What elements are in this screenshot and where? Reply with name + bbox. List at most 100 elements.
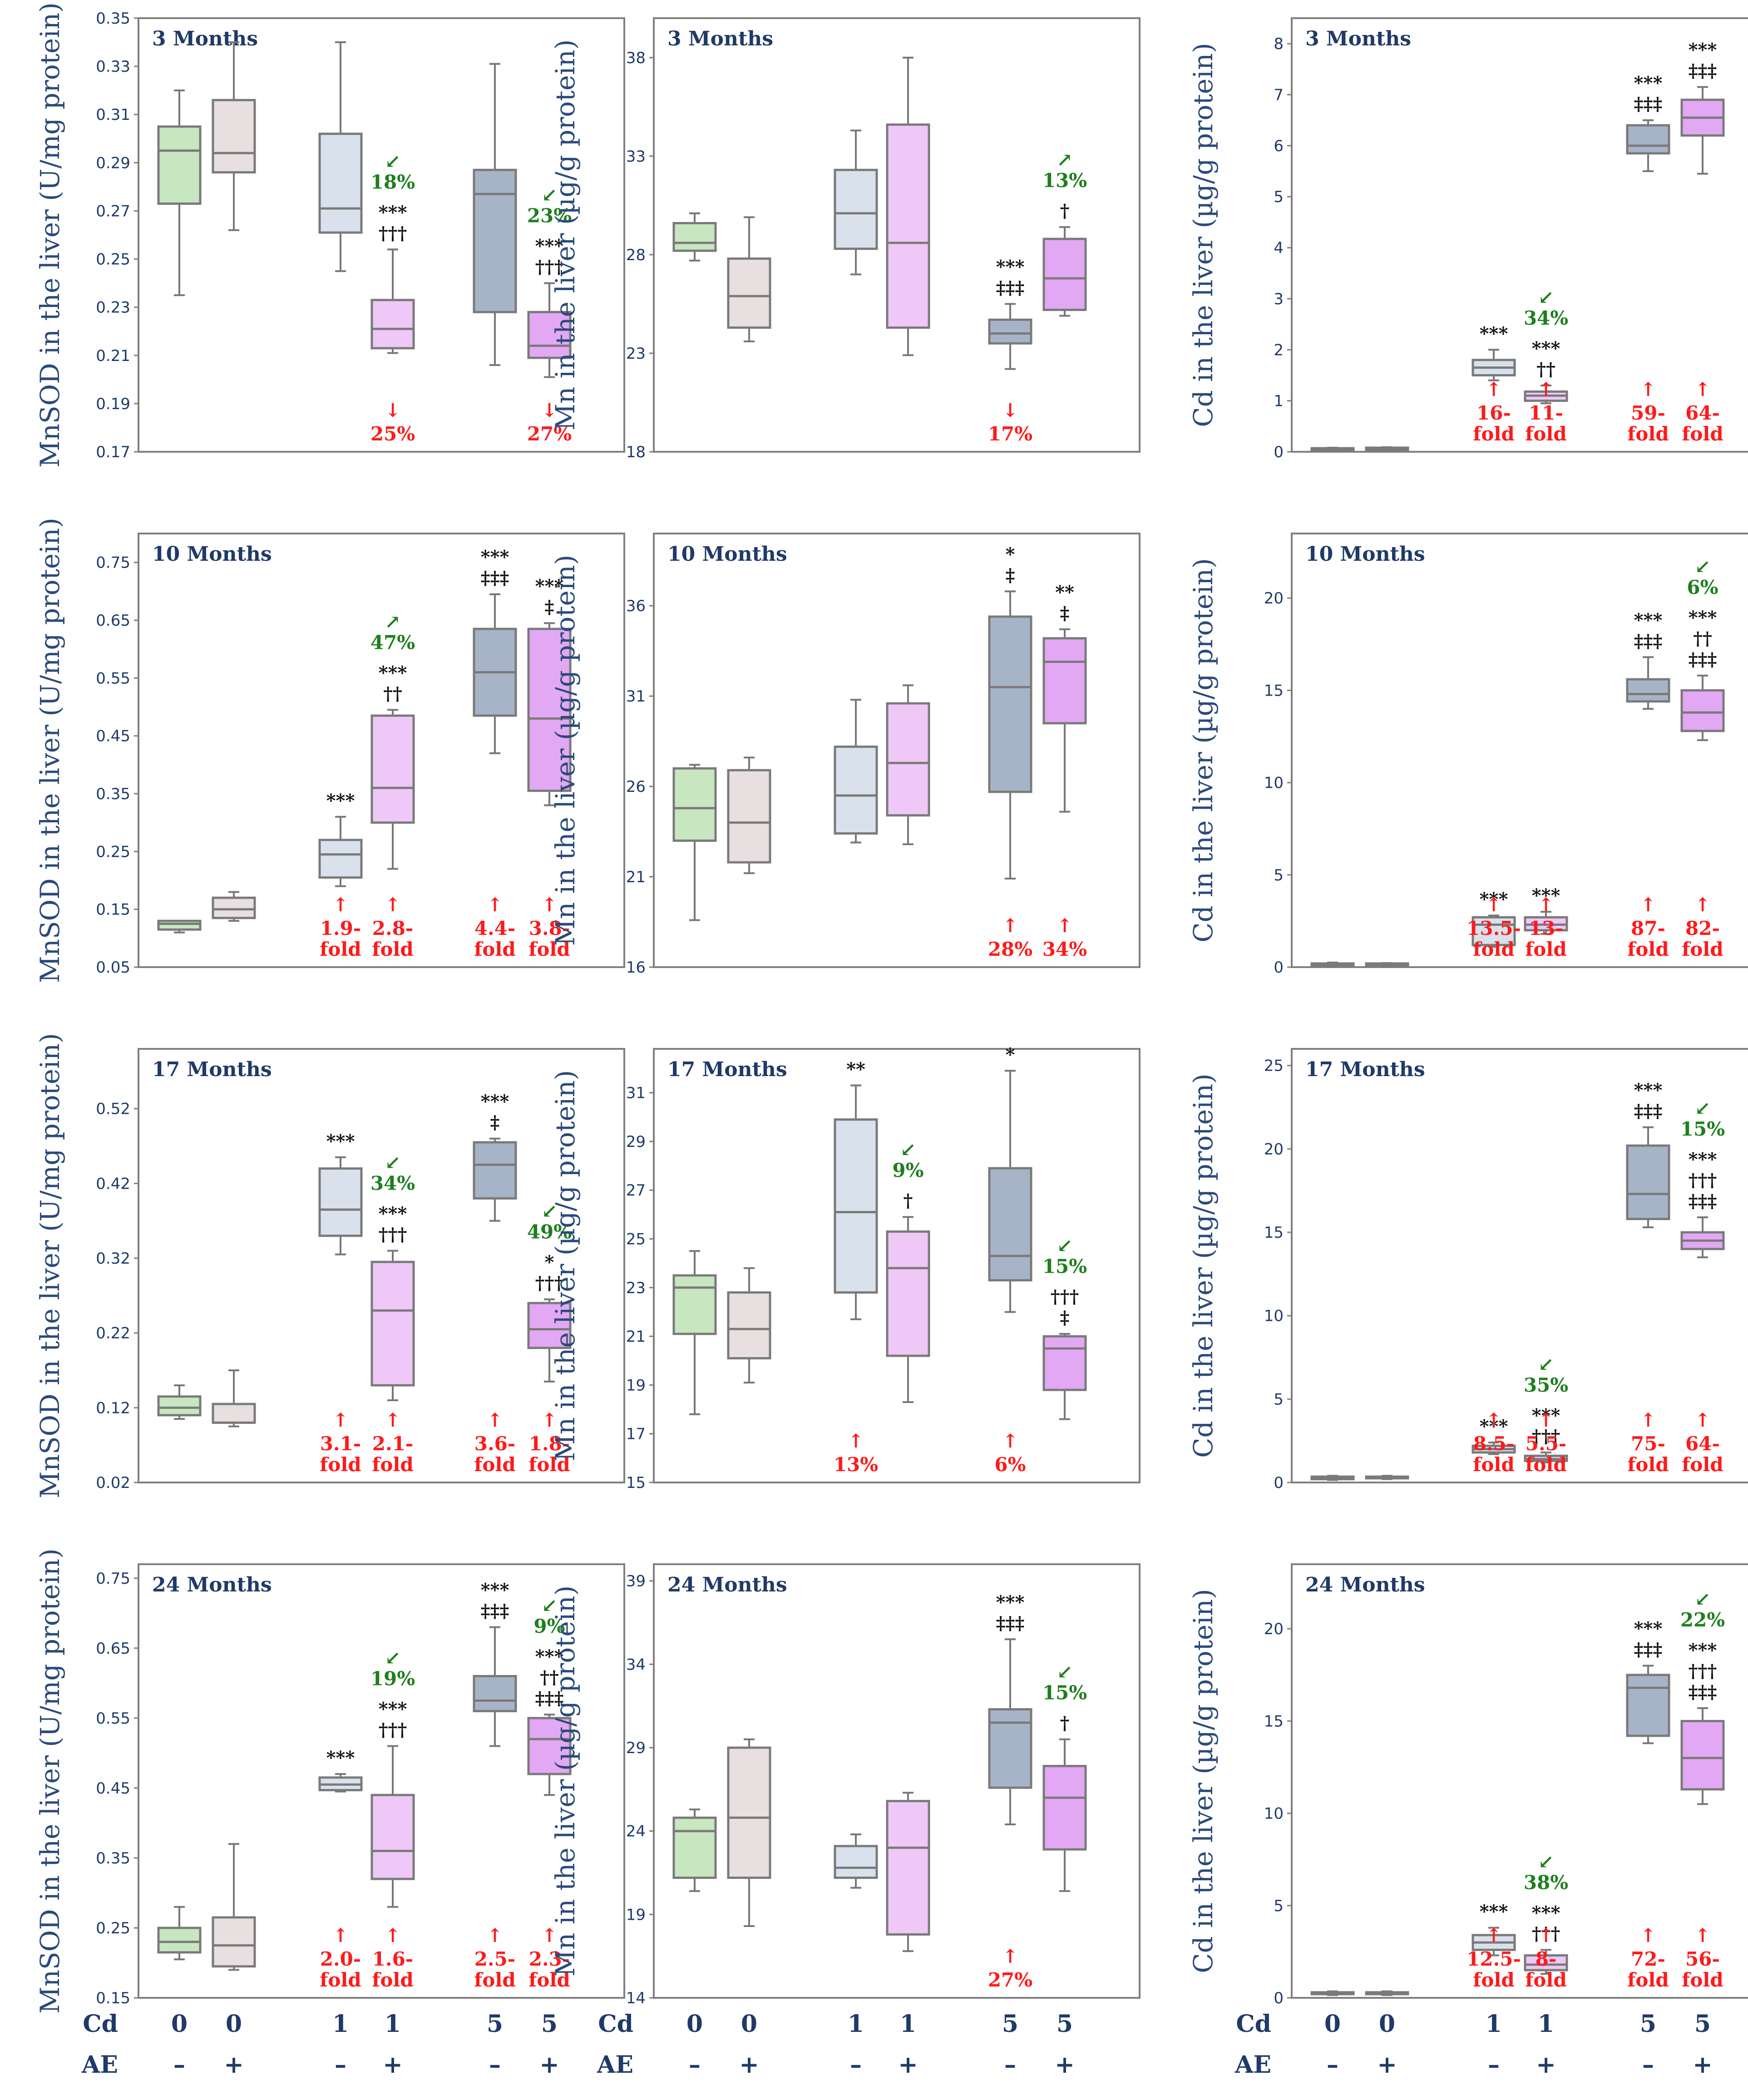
box-iqr <box>834 1118 878 1294</box>
red-arrow-icon: ↑ <box>487 1409 503 1431</box>
box-cd1ae <box>886 56 930 356</box>
y-axis-label: Mn in the liver (µg/g protein) <box>550 555 581 946</box>
green-arrow-icon: ↙ <box>1694 1097 1710 1119</box>
significance-mark: *** <box>535 575 564 597</box>
percent-change-green: 23% <box>527 205 572 227</box>
green-arrow-icon: ↙ <box>1694 555 1710 578</box>
y-tick-label: 15 <box>626 1474 646 1492</box>
red-arrow-icon: ↓ <box>1002 399 1018 421</box>
percent-change-green: 49% <box>527 1221 572 1243</box>
y-tick-label: 4 <box>1274 239 1284 257</box>
significance-mark: *** <box>1532 1902 1560 1923</box>
box-iqr <box>1042 237 1087 311</box>
y-tick-label: 14 <box>626 1989 646 2007</box>
cd-axis-label: Cd <box>83 2010 118 2038</box>
significance-mark: *** <box>481 547 509 568</box>
fold-change-red: 27% <box>988 1969 1032 1991</box>
significance-mark: *** <box>1689 1149 1717 1170</box>
y-axis-label: Cd in the liver (µg/g protein) <box>1188 1589 1219 1973</box>
red-arrow-icon: ↑ <box>1640 1409 1656 1431</box>
significance-mark: † <box>904 1190 913 1211</box>
plot-frame <box>1291 1563 1748 1999</box>
green-arrow-icon: ↙ <box>1538 1353 1554 1375</box>
y-tick-label: 20 <box>1264 1140 1284 1158</box>
y-tick-label: 21 <box>626 868 646 886</box>
significance-mark: *** <box>481 1091 509 1112</box>
box-iqr <box>988 615 1032 793</box>
fold-change-red: fold <box>1525 1453 1566 1476</box>
significance-mark: ‡‡‡ <box>535 1688 564 1709</box>
green-arrow-icon: ↙ <box>1538 1850 1554 1873</box>
red-arrow-icon: ↓ <box>385 399 400 421</box>
percent-change-green: 34% <box>370 1172 415 1195</box>
fold-change-red: 16- <box>1476 402 1511 424</box>
y-tick-label: 0.22 <box>96 1324 130 1343</box>
y-tick-label: 26 <box>626 778 646 796</box>
box-cd5ae <box>1042 628 1087 813</box>
box-iqr <box>370 299 415 350</box>
y-tick-label: 0.25 <box>96 843 130 861</box>
percent-change-green: 34% <box>1524 307 1568 329</box>
fold-change-red: 27% <box>527 423 572 445</box>
ae-status-label: – <box>489 2051 501 2079</box>
box-cd5 <box>988 1070 1032 1313</box>
y-tick-label: 0.25 <box>96 1919 130 1937</box>
significance-mark: ‡ <box>1060 1307 1070 1329</box>
y-tick-label: 28 <box>626 246 646 264</box>
y-tick-label: 16 <box>626 959 646 977</box>
ae-status-label: – <box>335 2051 346 2079</box>
box-cd1ae <box>886 1792 930 1952</box>
cd-dose-label: 5 <box>487 2010 503 2038</box>
red-arrow-icon: ↓ <box>541 399 557 421</box>
box-iqr <box>1524 1954 1568 1972</box>
fold-change-red: fold <box>372 1969 413 1991</box>
red-arrow-icon: ↑ <box>1538 1924 1554 1947</box>
y-tick-label: 6 <box>1274 137 1284 155</box>
box-iqr <box>212 1916 256 1968</box>
red-arrow-icon: ↑ <box>1694 378 1710 400</box>
red-arrow-icon: ↑ <box>541 894 557 916</box>
red-arrow-icon: ↑ <box>1640 894 1656 916</box>
red-arrow-icon: ↑ <box>487 894 503 916</box>
ae-status-label: + <box>1693 2051 1713 2079</box>
box-cd5 <box>988 303 1032 370</box>
significance-mark: †† <box>1693 628 1712 649</box>
red-arrow-icon: ↑ <box>1486 1409 1501 1431</box>
y-tick-label: 25 <box>1264 1057 1284 1075</box>
y-axis-label: Cd in the liver (µg/g protein) <box>1188 1073 1219 1458</box>
y-tick-label: 0.45 <box>96 1779 130 1798</box>
significance-mark: ††† <box>379 1719 407 1740</box>
box-iqr <box>157 125 202 205</box>
box-iqr <box>1626 124 1670 155</box>
y-tick-label: 0.19 <box>96 395 130 413</box>
significance-mark: *** <box>1634 73 1663 94</box>
y-tick-label: 0.45 <box>96 727 130 746</box>
significance-mark: ‡ <box>490 1112 500 1133</box>
box-cd1 <box>1471 349 1516 381</box>
box-cd1ae <box>886 1216 930 1403</box>
fold-change-red: 3.8- <box>529 917 570 939</box>
box-iqr <box>988 1167 1032 1282</box>
box-iqr <box>1680 1720 1725 1791</box>
panel-title: 17 Months <box>1305 1058 1425 1081</box>
box-iqr <box>672 767 717 842</box>
red-arrow-icon: ↑ <box>1640 1924 1656 1947</box>
fold-change-red: fold <box>320 938 361 960</box>
box-iqr <box>1042 637 1087 725</box>
red-arrow-icon: ↑ <box>332 894 348 916</box>
box-cd5 <box>1626 1126 1670 1229</box>
box-cd5ae <box>1042 226 1087 317</box>
fold-change-red: fold <box>1525 938 1566 960</box>
y-tick-label: 15 <box>1264 1224 1284 1242</box>
ae-status-label: + <box>1377 2051 1397 2079</box>
box-cd5ae <box>1042 1738 1087 1892</box>
box-iqr <box>318 1167 363 1237</box>
fold-change-red: fold <box>1682 423 1723 445</box>
box-cd5 <box>473 1626 517 1747</box>
box-cd5 <box>473 593 517 754</box>
green-arrow-icon: ↙ <box>385 150 400 172</box>
fold-change-red: fold <box>1525 1969 1566 1991</box>
fold-change-red: 72- <box>1631 1948 1665 1970</box>
panel-10: 24 Months 0.15 0.25 0.35 0.45 0.55 0.65 0.75 MnS… <box>35 1548 625 2014</box>
fold-change-red: 64- <box>1685 1433 1720 1455</box>
